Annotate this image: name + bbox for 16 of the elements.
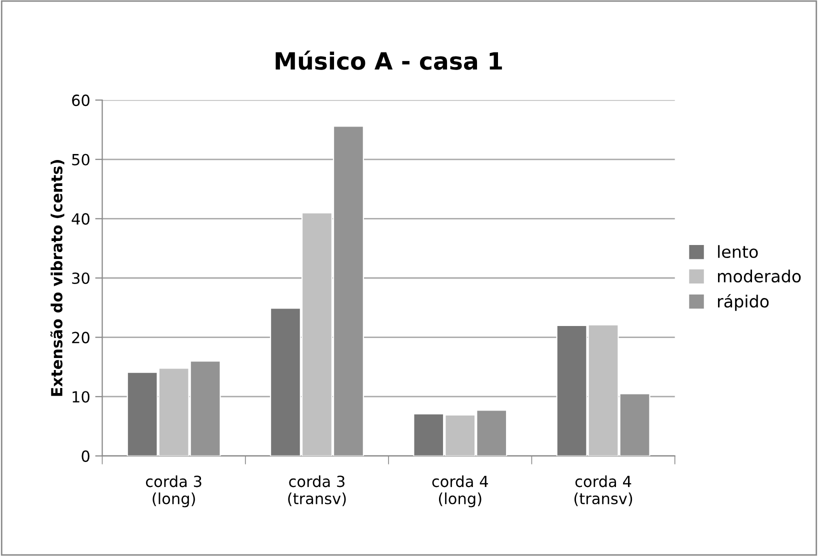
y-tick-label: 30 (72, 272, 90, 284)
y-tick-label: 0 (82, 450, 90, 462)
legend-label: rápido (718, 294, 769, 311)
y-tick-label: 40 (72, 213, 90, 225)
y-tick-label: 50 (72, 154, 90, 166)
y-tick-label: 60 (72, 94, 90, 106)
legend-label: moderado (718, 270, 801, 283)
legend-label: lento (718, 245, 758, 258)
x-tick-label: corda 3 (transv) (288, 475, 346, 506)
x-tick-label: corda 3 (long) (146, 475, 202, 508)
y-tick-label: 10 (72, 391, 90, 403)
chart-title: Músico A - casa 1 (276, 50, 502, 70)
x-tick-label: corda 4 (transv) (574, 475, 632, 506)
y-tick-label: 20 (72, 332, 90, 344)
x-tick-label: corda 4 (long) (432, 475, 488, 508)
y-axis-title: Extensão do vibrato (cents) (50, 160, 64, 396)
